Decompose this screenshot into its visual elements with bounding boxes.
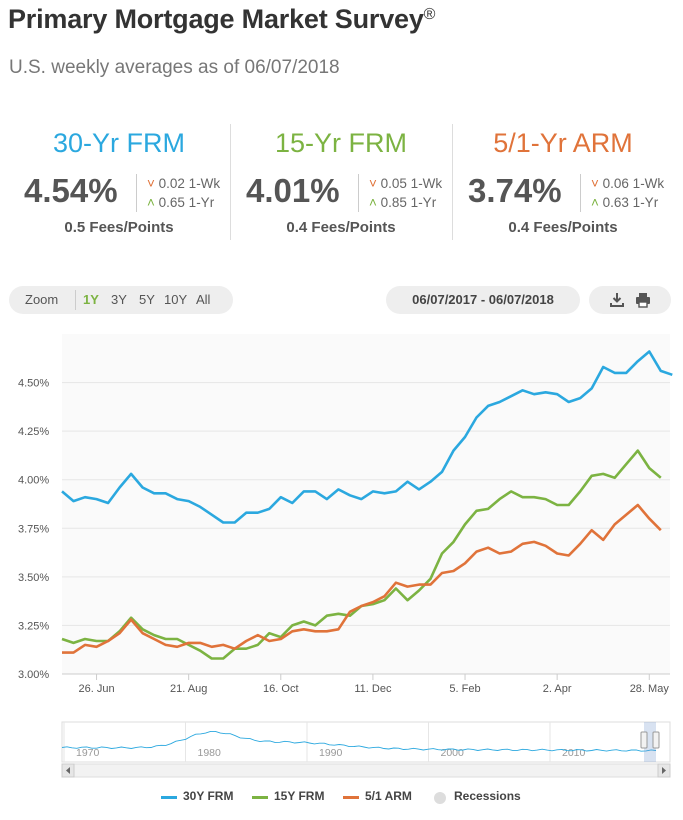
y-tick-label: 3.25% — [18, 620, 49, 632]
y-tick-label: 4.25% — [18, 426, 49, 438]
divider — [75, 290, 76, 310]
zoom-1y-button[interactable]: 1Y — [83, 292, 99, 307]
y-tick-label: 4.00% — [18, 475, 49, 487]
week-change: 0.05 1-Wk — [380, 176, 443, 191]
navigator-tick-label: 1980 — [198, 747, 222, 759]
y-tick-label: 4.50% — [18, 378, 49, 390]
x-tick-label: 11. Dec — [354, 683, 392, 695]
legend-swatch — [161, 796, 177, 799]
stat-changes: ˅ 0.02 1-Wk ˄ 0.65 1-Yr — [136, 174, 220, 212]
plot-background — [62, 334, 670, 674]
download-icon[interactable] — [609, 292, 625, 308]
zoom-5y-button[interactable]: 5Y — [139, 292, 155, 307]
up-arrow-icon: ˄ — [591, 195, 599, 210]
stat-name: 30-Yr FRM — [52, 128, 185, 158]
print-icon[interactable] — [635, 292, 651, 308]
week-change: 0.06 1-Wk — [602, 176, 665, 191]
series-line-2 — [62, 503, 662, 654]
zoom-all-button[interactable]: All — [196, 292, 211, 307]
down-arrow-icon: ˅ — [591, 176, 599, 191]
week-change: 0.02 1-Wk — [158, 176, 221, 191]
chart-tools — [589, 286, 671, 314]
navigator-handle-right — [652, 731, 660, 749]
up-arrow-icon: ˄ — [369, 195, 377, 210]
down-arrow-icon: ˅ — [369, 176, 377, 191]
zoom-3y-button[interactable]: 3Y — [111, 292, 127, 307]
zoom-label: Zoom — [25, 292, 59, 307]
divider — [230, 124, 231, 240]
x-tick-label: 16. Oct — [263, 683, 298, 695]
stat-fees: 0.4 Fees/Points — [508, 219, 618, 236]
legend-item-30y[interactable]: 30Y FRM — [161, 789, 233, 803]
x-tick-label: 26. Jun — [78, 683, 114, 695]
legend-swatch — [434, 792, 446, 804]
stat-30yr: 30-Yr FRM 4.54% ˅ 0.02 1-Wk ˄ 0.65 1-Yr … — [10, 124, 228, 240]
plot-area: 3.00% 3.25% 3.50% 3.75% 4.00% 4.25% 4.50% 26. J… — [18, 334, 673, 695]
chevron-right-icon — [662, 767, 666, 774]
legend-label: 5/1 ARM — [365, 789, 412, 803]
navigator-trace — [61, 730, 657, 752]
stat-fees: 0.4 Fees/Points — [286, 219, 396, 236]
y-tick-label: 3.00% — [18, 669, 49, 681]
stat-rate: 3.74% — [468, 172, 562, 209]
navigator-frame — [61, 721, 671, 763]
legend-item-15y[interactable]: 15Y FRM — [252, 789, 324, 803]
stat-15yr: 15-Yr FRM 4.01% ˅ 0.05 1-Wk ˄ 0.85 1-Yr … — [232, 124, 450, 240]
legend-swatch — [343, 796, 359, 799]
year-change: 0.63 1-Yr — [602, 195, 659, 210]
legend-item-arm[interactable]: 5/1 ARM — [343, 789, 412, 803]
stat-rate: 4.54% — [24, 172, 118, 209]
stat-rate: 4.01% — [246, 172, 340, 209]
legend-label: 30Y FRM — [183, 789, 234, 803]
navigator-scrollbar — [61, 763, 671, 778]
year-change: 0.85 1-Yr — [380, 195, 437, 210]
x-tick-label: 28. May — [630, 683, 670, 695]
down-arrow-icon: ˅ — [147, 176, 155, 191]
stat-name: 5/1-Yr ARM — [493, 128, 633, 158]
date-range-display[interactable]: 06/07/2017 - 06/07/2018 — [386, 286, 580, 314]
legend-label: 15Y FRM — [274, 789, 325, 803]
x-tick-label: 21. Aug — [170, 683, 207, 695]
series-line-0 — [61, 350, 673, 524]
divider — [452, 124, 453, 240]
x-tick-label: 5. Feb — [449, 683, 480, 695]
navigator-tick-label: 2010 — [562, 747, 586, 759]
rate-chart: 3.00% 3.25% 3.50% 3.75% 4.00% 4.25% 4.50% 26. J… — [18, 334, 673, 778]
navigator-tick-label: 1970 — [76, 747, 100, 759]
zoom-10y-button[interactable]: 10Y — [164, 292, 188, 307]
stat-changes: ˅ 0.05 1-Wk ˄ 0.85 1-Yr — [358, 174, 442, 212]
x-tick-label: 2. Apr — [543, 683, 572, 695]
stat-changes: ˅ 0.06 1-Wk ˄ 0.63 1-Yr — [580, 174, 664, 212]
y-tick-label: 3.50% — [18, 572, 49, 584]
legend-label: Recessions — [454, 789, 521, 803]
stat-arm: 5/1-Yr ARM 3.74% ˅ 0.06 1-Wk ˄ 0.63 1-Yr… — [454, 124, 672, 240]
page-subtitle: U.S. weekly averages as of 06/07/2018 — [9, 57, 340, 78]
legend-swatch — [252, 796, 268, 799]
up-arrow-icon: ˄ — [147, 195, 155, 210]
year-change: 0.65 1-Yr — [158, 195, 215, 210]
page-title: Primary Mortgage Market Survey® — [8, 4, 436, 34]
legend-item-recessions[interactable]: Recessions — [434, 789, 521, 804]
stat-name: 15-Yr FRM — [274, 128, 407, 158]
zoom-selector: Zoom 1Y 3Y 5Y 10Y All — [9, 286, 233, 314]
navigator-handle-left — [640, 731, 648, 749]
stat-fees: 0.5 Fees/Points — [64, 219, 174, 236]
chevron-left-icon — [66, 767, 70, 774]
y-tick-label: 3.75% — [18, 523, 49, 535]
navigator[interactable]: 1970 1980 1990 2000 2010 — [61, 721, 671, 778]
navigator-tick-label: 1990 — [319, 747, 343, 759]
